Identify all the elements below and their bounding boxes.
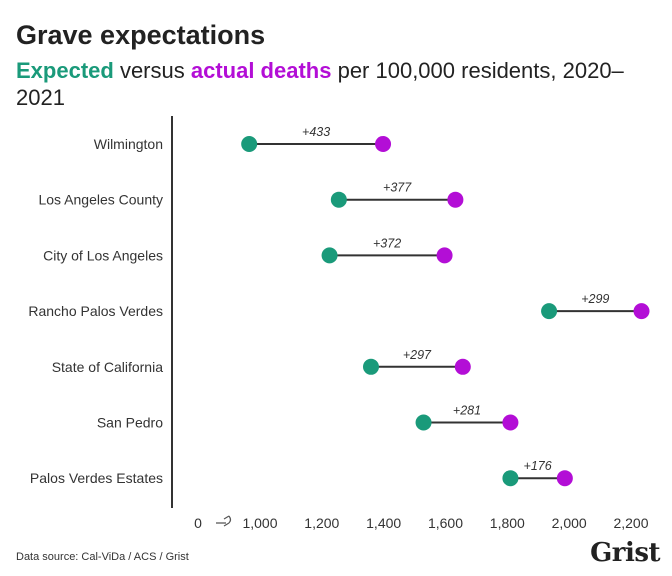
actual-point (502, 414, 519, 431)
actual-point (556, 470, 573, 487)
row-label: City of Los Angeles (43, 247, 163, 263)
subtitle-connector-text: versus (113, 58, 191, 83)
difference-label: +176 (524, 459, 552, 473)
x-tick-label: 2,200 (613, 515, 648, 531)
expected-point (541, 303, 558, 320)
x-tick-label: 1,800 (490, 515, 525, 531)
axis-break-icon (216, 515, 232, 527)
subtitle-rest: per 100,000 residents, 2020–2021 (16, 58, 624, 110)
x-tick-label: 1,400 (366, 515, 401, 531)
expected-point (321, 247, 338, 264)
difference-label: +433 (302, 125, 330, 139)
x-tick-label: 2,000 (552, 515, 587, 531)
x-tick-label: 1,600 (428, 515, 463, 531)
difference-label: +281 (453, 404, 481, 418)
expected-point (362, 358, 379, 375)
x-tick-label: 0 (194, 515, 202, 531)
difference-label: +377 (383, 181, 412, 195)
actual-point (375, 136, 392, 152)
subtitle-actual: actual deaths (190, 58, 332, 83)
row-label: San Pedro (97, 415, 163, 431)
actual-point (436, 247, 453, 264)
x-tick-label: 1,000 (242, 515, 277, 531)
actual-point (454, 358, 471, 375)
difference-label: +297 (403, 348, 432, 362)
grist-logo: Grist (590, 538, 660, 568)
actual-point (447, 191, 464, 208)
data-source: Data source: Cal-ViDa / ACS / Grist (16, 551, 189, 563)
x-tick-label: 1,200 (304, 515, 339, 531)
chart-subtitle: Expected versus actual deaths per 100,00… (16, 57, 656, 111)
row-label: State of California (52, 359, 163, 375)
actual-point (633, 303, 650, 320)
expected-point (241, 136, 258, 152)
expected-point (330, 191, 347, 208)
row-label: Palos Verdes Estates (30, 470, 163, 486)
chart-title: Grave expectations (16, 20, 266, 50)
difference-label: +372 (373, 236, 401, 250)
expected-point (502, 470, 519, 487)
difference-label: +299 (581, 292, 609, 306)
subtitle-expected: Expected (16, 58, 114, 83)
row-label: Los Angeles County (38, 192, 163, 208)
row-label: Rancho Palos Verdes (28, 303, 163, 319)
expected-point (415, 414, 432, 431)
row-label: Wilmington (94, 136, 163, 152)
